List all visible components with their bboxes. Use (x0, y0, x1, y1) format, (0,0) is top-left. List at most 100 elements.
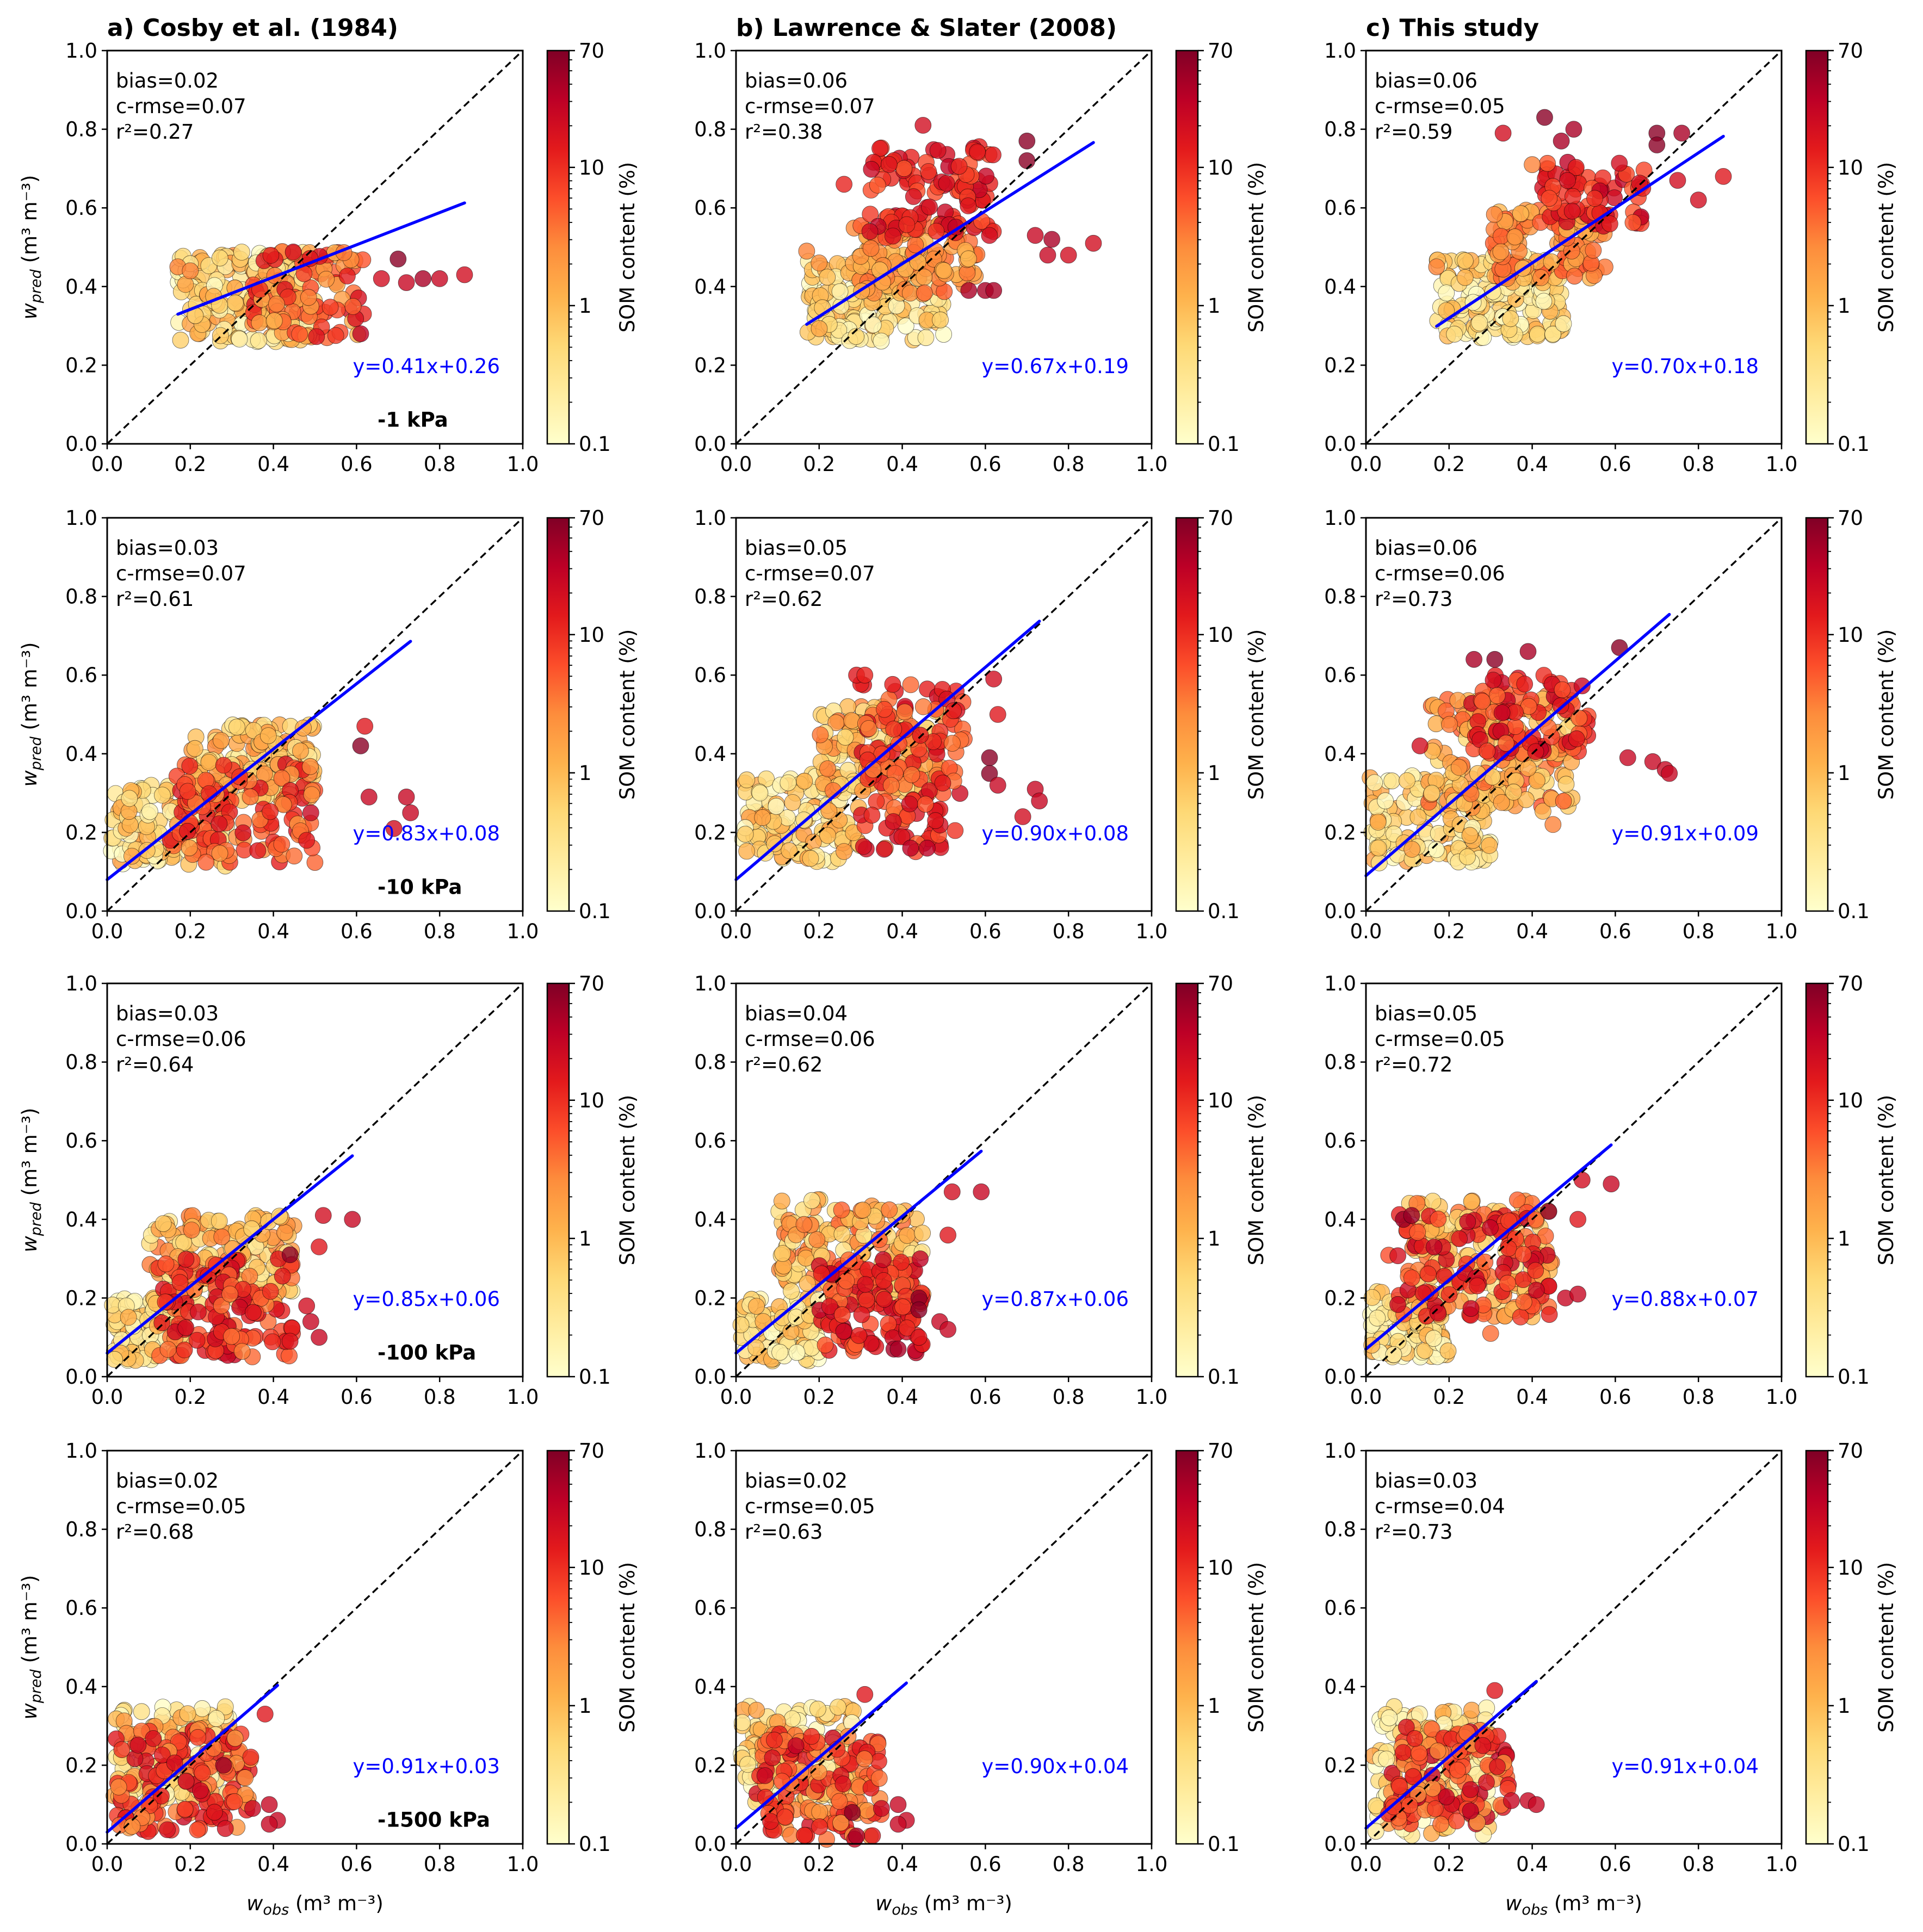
y-tick-label: 0.0 (1324, 1365, 1356, 1389)
data-point (1715, 168, 1732, 185)
r2-text: r²=0.73 (1375, 587, 1452, 611)
x-tick-label: 0.2 (803, 1853, 835, 1876)
data-point (1461, 827, 1479, 844)
data-point (226, 1793, 243, 1810)
y-tick-label: 0.8 (65, 1051, 97, 1074)
y-tick-label: 0.2 (1324, 821, 1356, 844)
y-tick-label: 0.4 (1324, 1208, 1356, 1231)
fit-equation: y=0.90x+0.08 (981, 822, 1129, 845)
colorbar-label: SOM content (%) (1245, 1562, 1268, 1733)
bias-text: bias=0.02 (745, 1469, 848, 1493)
scatter-panel-a-1kPa: 0.0 0.2 0.4 0.6 0.8 1.00.00.20.40.60.81.0bias… (18, 39, 639, 476)
data-point (265, 312, 283, 330)
y-tick-label: 0.2 (694, 354, 726, 377)
data-point (262, 246, 280, 264)
x-tick-label: 1.0 (1766, 453, 1798, 476)
data-point (1506, 228, 1524, 245)
data-point (110, 1778, 127, 1795)
colorbar-gradient (1175, 982, 1199, 1378)
data-point (1570, 709, 1588, 727)
data-point (398, 274, 415, 291)
data-point (234, 824, 252, 841)
data-point (914, 1224, 931, 1242)
data-point (774, 1192, 790, 1210)
colorbar-gradient (1175, 1450, 1199, 1845)
fit-equation: y=0.70x+0.18 (1611, 355, 1759, 378)
data-point (264, 1333, 281, 1351)
data-point (894, 1298, 911, 1316)
y-axis-label: wpred (m³ m⁻³) (18, 1108, 45, 1253)
column-title-c: c) This study (1366, 14, 1539, 42)
data-point (798, 243, 815, 260)
data-point (456, 266, 473, 283)
data-point (1524, 156, 1541, 174)
data-point (836, 843, 852, 860)
colorbar-tick-label: 0.1 (1208, 1365, 1240, 1389)
data-point (796, 1826, 813, 1844)
colorbar-tick-label: 10 (1208, 156, 1233, 179)
data-point (1565, 121, 1582, 138)
scatter-panel-b-1kPa: 0.0 0.2 0.4 0.6 0.8 1.00.00.20.40.60.81.0bias… (694, 39, 1268, 476)
data-point (921, 199, 938, 216)
column-title-a: a) Cosby et al. (1984) (107, 14, 398, 42)
bias-text: bias=0.05 (745, 536, 848, 560)
data-point (858, 1291, 875, 1309)
colorbar-label: SOM content (%) (1245, 1095, 1268, 1266)
x-tick-label: 0.2 (803, 920, 835, 943)
data-point (191, 1782, 209, 1799)
data-point (834, 1775, 852, 1793)
data-point (228, 719, 245, 736)
crmse-text: c-rmse=0.05 (116, 1495, 246, 1518)
data-point (172, 331, 189, 349)
data-point (1451, 1230, 1468, 1247)
data-point (176, 1341, 193, 1359)
data-point (916, 284, 933, 301)
y-tick-label: 0.4 (1324, 742, 1356, 766)
data-point (862, 240, 880, 257)
x-tick-label: 0.0 (1350, 453, 1382, 476)
data-point (1039, 246, 1056, 264)
data-point (873, 1800, 890, 1817)
data-point (1569, 1285, 1587, 1303)
x-tick-label: 0.4 (886, 920, 918, 943)
data-point (939, 1227, 956, 1244)
colorbar-tick-label: 70 (1838, 506, 1863, 530)
y-tick-label: 0.4 (65, 1675, 97, 1699)
data-point (1519, 760, 1537, 777)
data-point (848, 328, 865, 345)
data-point (856, 666, 874, 684)
data-point (1603, 1175, 1620, 1193)
colorbar-tick-label: 70 (1838, 39, 1863, 63)
colorbar-tick-label: 1 (1208, 294, 1221, 318)
data-point (1370, 839, 1387, 857)
colorbar-tick-label: 0.1 (579, 1365, 611, 1389)
data-point (274, 1267, 291, 1285)
data-point (344, 298, 362, 315)
data-point (327, 327, 344, 344)
colorbar-tick-label: 1 (579, 1227, 592, 1250)
data-point (298, 832, 316, 849)
data-point (1529, 325, 1546, 343)
data-point (153, 787, 171, 804)
colorbar-tick-label: 10 (579, 1089, 604, 1112)
data-point (837, 728, 854, 746)
colorbar-tick-label: 70 (1208, 39, 1233, 63)
data-point (1043, 231, 1060, 248)
data-point (159, 1341, 177, 1358)
colorbar-tick-label: 70 (1208, 972, 1233, 995)
data-point (121, 790, 138, 807)
data-point (1554, 681, 1571, 698)
data-point (808, 1231, 826, 1248)
data-point (415, 270, 431, 287)
data-point (113, 1741, 131, 1758)
x-tick-label: 1.0 (1136, 920, 1168, 943)
data-point (1536, 109, 1553, 126)
data-point (885, 721, 902, 738)
data-point (206, 1804, 223, 1821)
data-point (308, 328, 325, 345)
data-point (889, 1796, 907, 1813)
data-point (764, 1749, 781, 1767)
colorbar-tick-label: 1 (579, 294, 592, 318)
